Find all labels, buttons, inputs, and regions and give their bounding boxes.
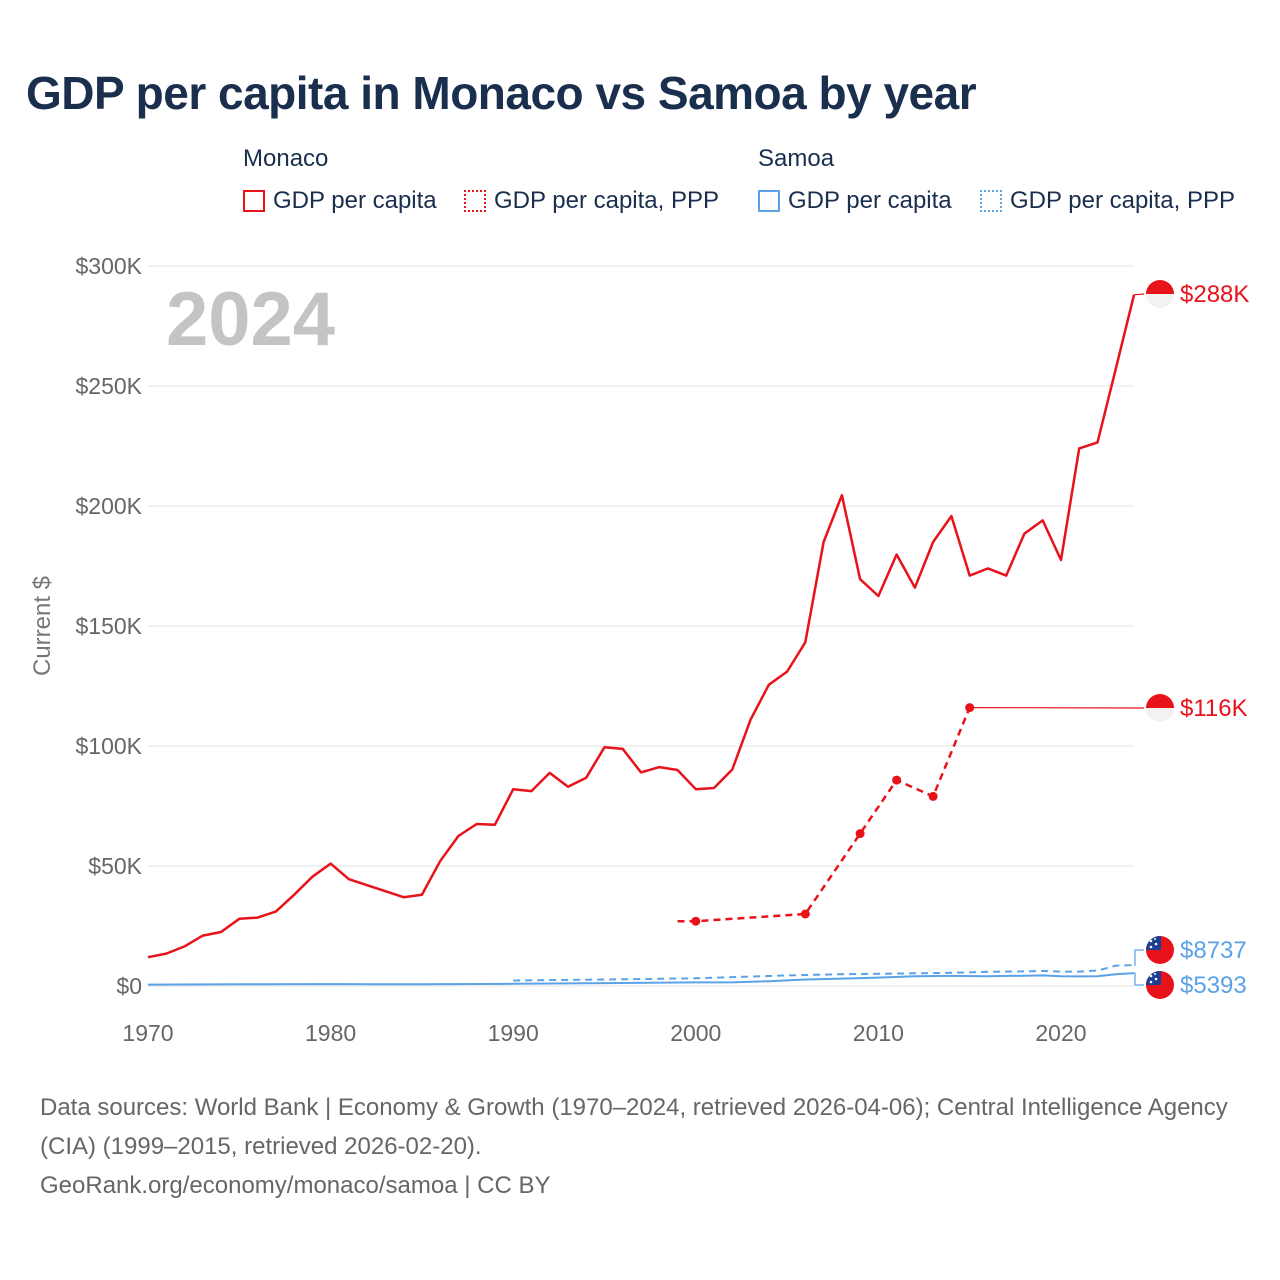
legend-swatch-solid-red <box>243 190 265 212</box>
legend-item-samoa-gdp[interactable]: GDP per capita <box>758 186 952 216</box>
end-value-label: $116K <box>1180 695 1248 722</box>
line-chart: $0 $50K $100K $150K $200K $250K $300K 1970 1980 1… <box>29 253 1249 1046</box>
monaco-flag-icon <box>1146 280 1174 308</box>
monaco-flag-icon <box>1146 694 1174 722</box>
legend-label: GDP per capita, PPP <box>1010 187 1235 214</box>
legend-item-monaco-gdp[interactable]: GDP per capita <box>243 186 437 216</box>
leader-line <box>1133 293 1145 296</box>
legend-label: GDP per capita, PPP <box>494 187 719 214</box>
data-point <box>928 791 938 801</box>
x-tick-label: 2000 <box>670 1020 721 1046</box>
footer: Data sources: World Bank | Economy & Gro… <box>40 1088 1250 1205</box>
x-tick-label: 1990 <box>488 1020 539 1046</box>
x-tick-label: 1970 <box>122 1020 173 1046</box>
data-sources: Data sources: World Bank | Economy & Gro… <box>40 1094 1228 1160</box>
x-tick-label: 2020 <box>1035 1020 1086 1046</box>
end-value-label: $8737 <box>1180 937 1247 964</box>
samoa-flag-icon <box>1146 971 1174 999</box>
leader-line <box>1134 972 1144 986</box>
samoa-gdp-line <box>147 972 1135 986</box>
y-tick-label: $100K <box>75 733 142 759</box>
y-tick-label: $250K <box>75 373 142 399</box>
y-tick-label: $300K <box>75 253 142 279</box>
y-tick-label: $150K <box>75 613 142 639</box>
legend-swatch-dotted-red <box>464 190 486 212</box>
samoa-flag-icon <box>1146 936 1174 964</box>
legend-swatch-solid-blue <box>758 190 780 212</box>
y-axis-label: Current $ <box>29 576 56 676</box>
samoa-ppp-line <box>513 964 1135 982</box>
data-point <box>691 916 701 926</box>
legend-group-monaco: Monaco <box>243 145 329 172</box>
monaco-ppp-line <box>677 707 971 923</box>
y-tick-label: $200K <box>75 493 142 519</box>
monaco-gdp-line <box>147 294 1136 959</box>
x-tick-label: 1980 <box>305 1020 356 1046</box>
data-point <box>892 775 902 785</box>
legend-group-samoa: Samoa <box>758 145 835 172</box>
legend-swatch-dotted-blue <box>980 190 1002 212</box>
year-watermark: 2024 <box>166 277 335 362</box>
x-tick-label: 2010 <box>853 1020 904 1046</box>
legend-item-samoa-ppp[interactable]: GDP per capita, PPP <box>980 186 1235 216</box>
leader-line <box>1134 949 1144 966</box>
data-point <box>800 909 810 919</box>
end-value-label: $5393 <box>1180 972 1247 999</box>
chart-title: GDP per capita in Monaco vs Samoa by yea… <box>26 67 977 119</box>
legend-label: GDP per capita <box>273 187 437 214</box>
data-point <box>855 829 865 839</box>
end-value-label: $288K <box>1180 281 1249 308</box>
legend-label: GDP per capita <box>788 187 952 214</box>
y-tick-label: $0 <box>116 973 142 999</box>
legend-item-monaco-ppp[interactable]: GDP per capita, PPP <box>464 186 719 216</box>
y-tick-label: $50K <box>88 853 142 879</box>
credit-link[interactable]: GeoRank.org/economy/monaco/samoa | CC BY <box>40 1172 551 1199</box>
